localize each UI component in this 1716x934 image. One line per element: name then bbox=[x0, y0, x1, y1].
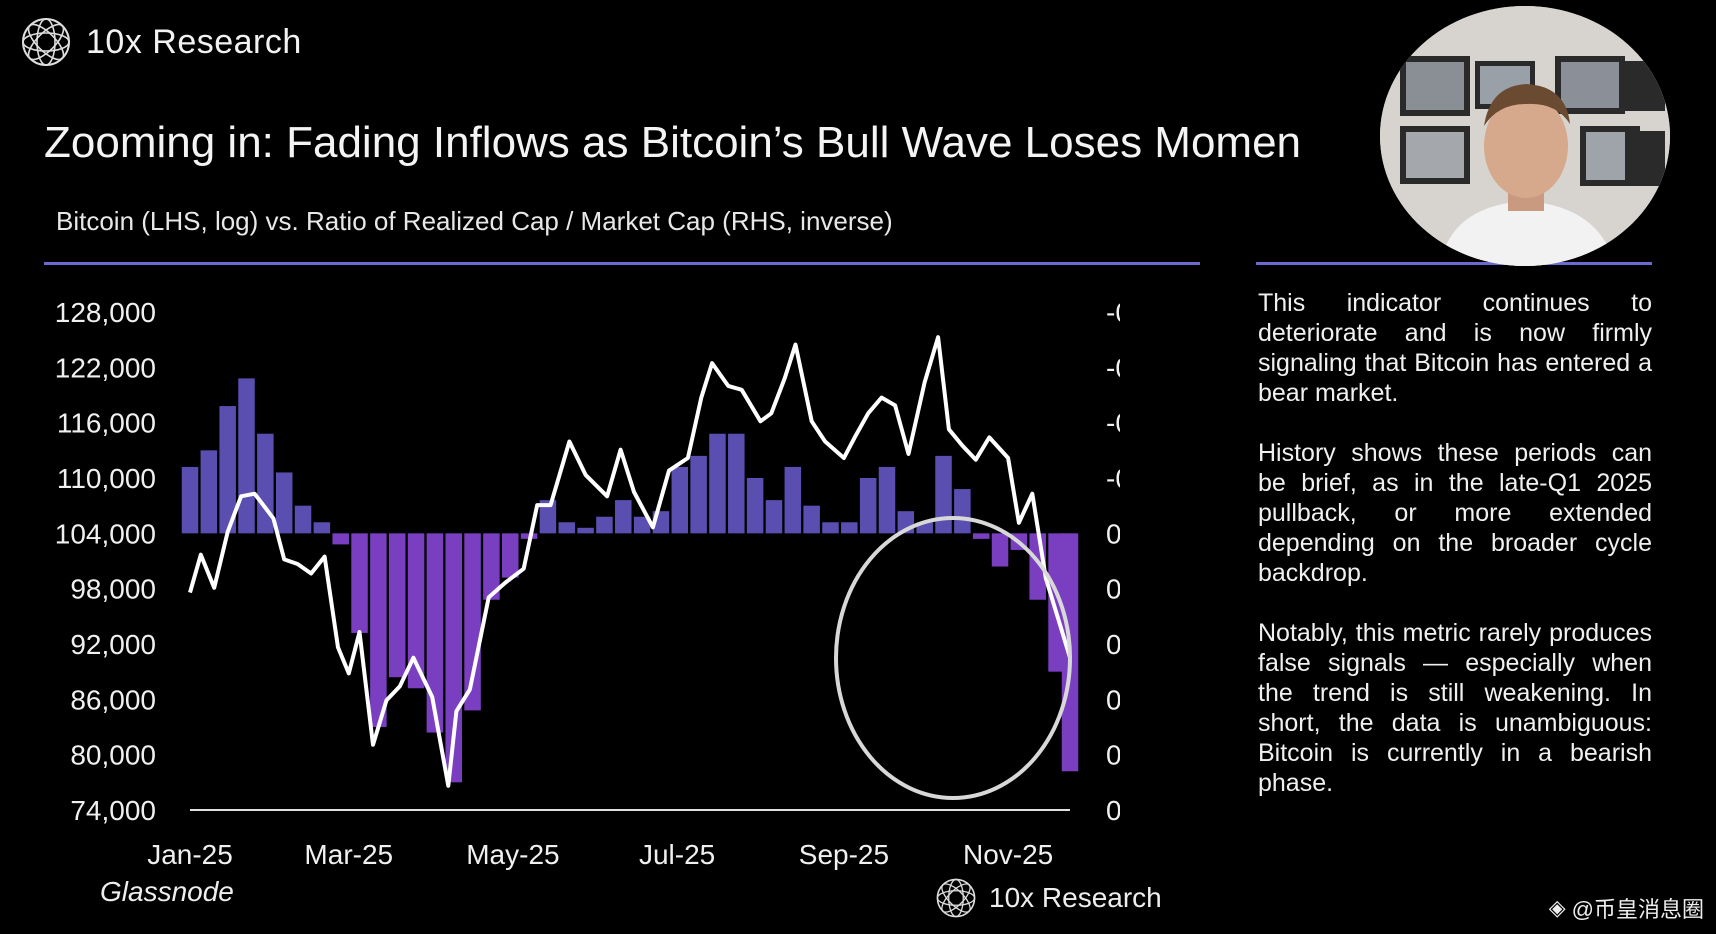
y-left-tick-label: 86,000 bbox=[70, 684, 156, 715]
y-left-tick-label: 80,000 bbox=[70, 740, 156, 771]
ratio-bar bbox=[878, 466, 896, 534]
ratio-bar bbox=[841, 522, 858, 534]
ratio-bar bbox=[671, 466, 689, 534]
ratio-bar bbox=[200, 450, 218, 534]
ratio-bar bbox=[426, 533, 444, 733]
ratio-bar bbox=[294, 505, 312, 534]
y-left-tick-label: 122,000 bbox=[55, 352, 156, 383]
ratio-bar bbox=[991, 533, 1009, 567]
ratio-bar bbox=[238, 378, 255, 534]
commentary-panel: This indicator continues to deteriorate … bbox=[1258, 288, 1652, 828]
chart-title: Zooming in: Fading Inflows as Bitcoin’s … bbox=[44, 118, 1302, 167]
watermark-text: @币皇消息圈 bbox=[1571, 897, 1704, 922]
x-tick-label: Mar-25 bbox=[304, 839, 393, 870]
y-right-tick-label: 0.4 bbox=[1106, 740, 1120, 771]
y-left-tick-label: 92,000 bbox=[70, 629, 156, 660]
y-right-tick-label: -0.4 bbox=[1106, 297, 1120, 328]
ratio-bar bbox=[388, 533, 406, 678]
ratio-bar bbox=[596, 516, 613, 534]
ratio-bar bbox=[972, 533, 990, 539]
btc-price-line bbox=[188, 335, 1072, 788]
commentary-rule bbox=[1256, 262, 1652, 265]
ratio-bar bbox=[332, 533, 349, 545]
y-left-tick-label: 98,000 bbox=[70, 574, 156, 605]
ratio-bar bbox=[181, 466, 199, 534]
ratio-bar bbox=[539, 500, 557, 534]
y-right-tick-label: 0.0 bbox=[1106, 518, 1120, 549]
y-left-tick-label: 110,000 bbox=[57, 463, 156, 494]
presenter-video-avatar bbox=[1380, 6, 1670, 266]
commentary-paragraph-1: This indicator continues to deteriorate … bbox=[1258, 289, 1652, 407]
ratio-bar bbox=[916, 522, 933, 534]
ratio-bar bbox=[501, 533, 519, 578]
watermark: ◈ @币皇消息圈 bbox=[1549, 892, 1704, 924]
10x-logo-icon bbox=[936, 878, 976, 918]
y-right-tick-label: 0.1 bbox=[1106, 574, 1120, 605]
y-left-tick-label: 128,000 bbox=[55, 297, 156, 328]
ratio-bar bbox=[370, 533, 387, 727]
y-left-tick-label: 116,000 bbox=[57, 408, 156, 439]
y-right-tick-label: 0.5 bbox=[1106, 795, 1120, 826]
x-tick-label: Sep-25 bbox=[799, 839, 889, 870]
x-tick-label: Nov-25 bbox=[963, 839, 1053, 870]
ratio-bar bbox=[313, 522, 331, 534]
ratio-bar bbox=[935, 455, 952, 534]
ratio-bar bbox=[709, 433, 726, 534]
ratio-bar bbox=[746, 478, 764, 534]
ratio-bar bbox=[784, 466, 802, 534]
ratio-bar bbox=[483, 533, 500, 600]
chart-subtitle: Bitcoin (LHS, log) vs. Ratio of Realized… bbox=[56, 206, 893, 236]
ratio-bar bbox=[615, 500, 632, 534]
10x-logo-icon bbox=[22, 18, 70, 66]
y-right-tick-label: 0.3 bbox=[1106, 684, 1120, 715]
ratio-bar bbox=[577, 527, 594, 534]
x-tick-label: Jan-25 bbox=[147, 839, 233, 870]
title-rule bbox=[44, 262, 1200, 265]
y-left-tick-label: 104,000 bbox=[55, 518, 156, 549]
source-label: Glassnode bbox=[100, 876, 234, 907]
ratio-bar bbox=[765, 500, 783, 534]
ratio-bar bbox=[728, 433, 745, 534]
ratio-bar bbox=[822, 522, 839, 534]
y-right-tick-label: 0.2 bbox=[1106, 629, 1120, 660]
ratio-bar bbox=[1048, 533, 1065, 672]
watermark-diamond-icon: ◈ bbox=[1548, 895, 1566, 920]
footer-brand-name: 10x Research bbox=[989, 882, 1162, 913]
highlight-ellipse bbox=[834, 516, 1072, 800]
ratio-bar bbox=[558, 522, 576, 534]
commentary-paragraph-3: Notably, this metric rarely produces fal… bbox=[1258, 619, 1652, 797]
btc-ratio-chart: 128,000 122,000 116,000 110,000 104,000 98,00… bbox=[55, 297, 1120, 870]
y-right-tick-label: -0.2 bbox=[1106, 408, 1120, 439]
presenter-image bbox=[1380, 6, 1670, 266]
ratio-bar bbox=[803, 505, 820, 534]
ratio-bar bbox=[275, 472, 293, 534]
y-right-tick-label: -0.1 bbox=[1106, 463, 1120, 494]
ratio-bar bbox=[445, 533, 462, 783]
ratio-bar bbox=[633, 516, 651, 534]
footer-brand: 10x Research bbox=[935, 876, 1162, 920]
x-tick-label: May-25 bbox=[466, 839, 559, 870]
brand-name: 10x Research bbox=[86, 22, 302, 61]
ratio-bar bbox=[954, 489, 971, 534]
commentary-paragraph-2: History shows these periods can be brief… bbox=[1258, 439, 1652, 587]
y-left-tick-label: 74,000 bbox=[70, 795, 156, 826]
brand-header: 10x Research bbox=[20, 14, 302, 70]
y-right-tick-label: -0.3 bbox=[1106, 352, 1120, 383]
x-tick-label: Jul-25 bbox=[639, 839, 715, 870]
ratio-bar bbox=[859, 478, 877, 534]
ratio-bar bbox=[257, 433, 274, 534]
ratio-bar bbox=[219, 406, 236, 534]
ratio-bar bbox=[407, 533, 425, 689]
ratio-bar bbox=[351, 533, 368, 633]
ratio-bar bbox=[690, 455, 707, 534]
